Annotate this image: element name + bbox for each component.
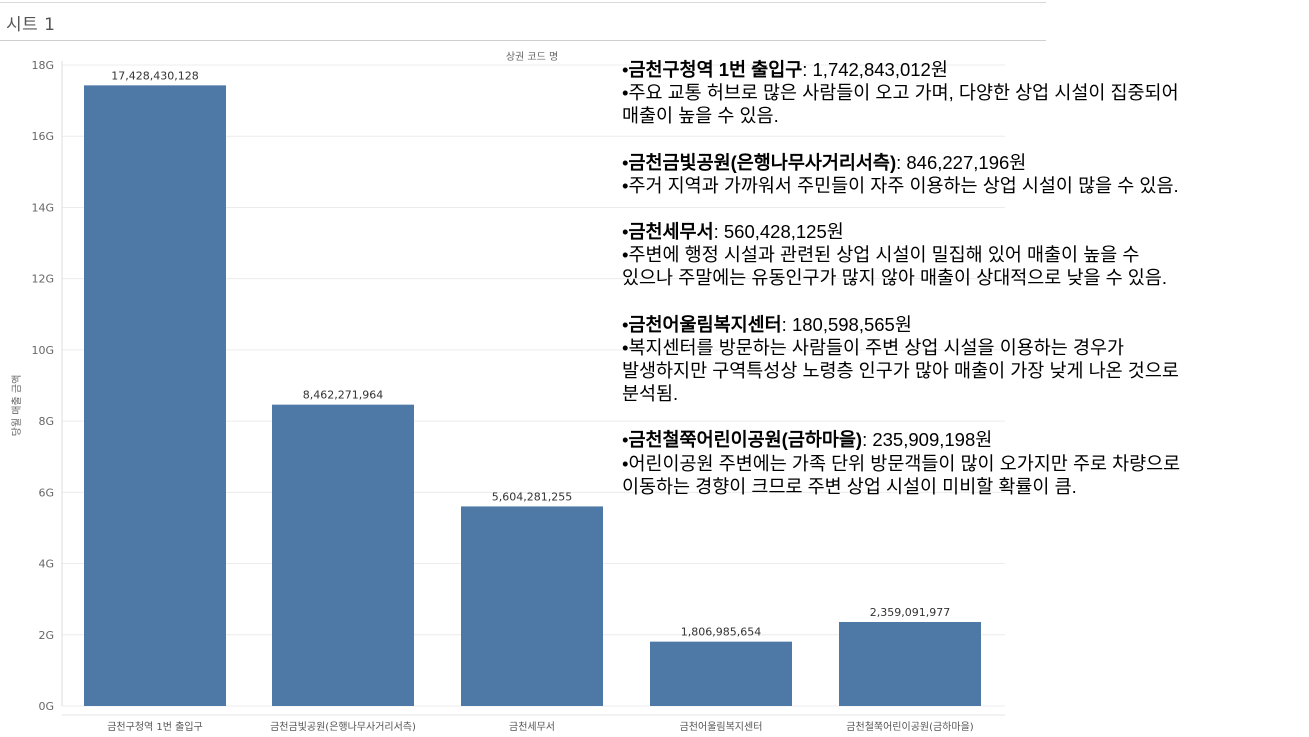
top-border bbox=[0, 2, 1046, 3]
note-amount: 180,598,565원 bbox=[791, 313, 912, 335]
note-body: •어린이공원 주변에는 가족 단위 방문객들이 많이 오가지만 주로 차량으로 … bbox=[622, 452, 1181, 497]
y-tick-label: 12G bbox=[31, 273, 54, 286]
bar-chart: 0G 2G 4G 6G 8G 10G 12G 14G 16G 18G 상권 코드 명당월 매출 금액… bbox=[11, 51, 1005, 733]
sheet-separator bbox=[0, 40, 1046, 41]
y-tick-label: 8G bbox=[38, 415, 54, 428]
note-amount: 560,428,125원 bbox=[723, 221, 844, 243]
note-amount: 1,742,843,012원 bbox=[812, 59, 948, 80]
note-item: •금천세무서: 560,428,125원 •주변에 행정 시설과 관련된 상업 … bbox=[622, 220, 1302, 290]
sheet-title: 시트 1 bbox=[6, 15, 56, 35]
note-item: •금천어울림복지센터: 180,598,565원 •복지센터를 방문하는 사람들… bbox=[622, 313, 1302, 406]
note-name: 금천세무서 bbox=[628, 221, 714, 243]
bar bbox=[650, 641, 792, 706]
y-tick-label: 6G bbox=[38, 486, 54, 499]
note-body: •주변에 행정 시설과 관련된 상업 시설이 밀집해 있어 매출이 높을 수 있… bbox=[622, 244, 1167, 289]
bar-value-label: 1,806,985,654 bbox=[681, 626, 761, 639]
y-tick-label: 4G bbox=[38, 558, 54, 571]
note-name: 금천어울림복지센터 bbox=[628, 313, 782, 335]
y-tick-label: 14G bbox=[31, 201, 54, 214]
note-body: •복지센터를 방문하는 사람들이 주변 상업 시설을 이용하는 경우가 발생하지… bbox=[622, 336, 1179, 405]
note-amount: 846,227,196원 bbox=[906, 151, 1027, 173]
x-tick-label: 금천금빛공원(은행나무사거리서측) bbox=[270, 721, 416, 733]
bar-value-label: 5,604,281,255 bbox=[492, 490, 572, 503]
x-tick-label: 금천철쭉어린이공원(금하마을) bbox=[846, 720, 974, 733]
note-separator: : bbox=[781, 313, 792, 335]
note-name: 금천금빛공원(은행나무사거리서측) bbox=[628, 151, 897, 173]
x-tick-label: 금천세무서 bbox=[509, 721, 555, 733]
note-item: •금천철쭉어린이공원(금하마을): 235,909,198원 •어린이공원 주변… bbox=[622, 428, 1302, 498]
note-separator: : bbox=[713, 221, 724, 243]
bar bbox=[461, 506, 603, 706]
y-tick-label: 10G bbox=[31, 344, 54, 357]
y-tick-label: 16G bbox=[31, 130, 54, 143]
note-amount: 235,909,198원 bbox=[872, 429, 993, 451]
note-separator: : bbox=[802, 59, 813, 80]
x-tick-label: 금천구청역 1번 출입구 bbox=[107, 720, 203, 733]
note-body: •주요 교통 허브로 많은 사람들이 오고 가며, 다양한 상업 시설이 집중되… bbox=[622, 82, 1179, 127]
bar bbox=[84, 85, 226, 706]
note-separator: : bbox=[896, 151, 907, 173]
y-tick-label: 0G bbox=[38, 700, 54, 713]
bar bbox=[272, 404, 414, 706]
note-name: 금천철쭉어린이공원(금하마을) bbox=[628, 429, 863, 451]
notes-panel: •금천구청역 1번 출입구: 1,742,843,012원 •주요 교통 허브로… bbox=[622, 58, 1302, 521]
note-item: •금천구청역 1번 출입구: 1,742,843,012원 •주요 교통 허브로… bbox=[622, 58, 1302, 128]
bar-value-label: 8,462,271,964 bbox=[303, 389, 383, 402]
note-separator: : bbox=[862, 429, 873, 451]
chart-title: 상권 코드 명 bbox=[506, 51, 558, 63]
x-tick-label: 금천어울림복지센터 bbox=[680, 721, 763, 733]
note-name: 금천구청역 1번 출입구 bbox=[628, 59, 803, 80]
bar-value-label: 2,359,091,977 bbox=[870, 606, 950, 619]
bar-value-label: 17,428,430,128 bbox=[111, 69, 198, 82]
y-tick-label: 2G bbox=[38, 629, 54, 642]
note-body: •주거 지역과 가까워서 주민들이 자주 이용하는 상업 시설이 많을 수 있음… bbox=[622, 174, 1179, 196]
y-tick-label: 18G bbox=[31, 59, 54, 72]
bar bbox=[839, 621, 981, 706]
y-axis-label: 당월 매출 금액 bbox=[11, 375, 23, 437]
note-item: •금천금빛공원(은행나무사거리서측): 846,227,196원 •주거 지역과… bbox=[622, 151, 1302, 197]
